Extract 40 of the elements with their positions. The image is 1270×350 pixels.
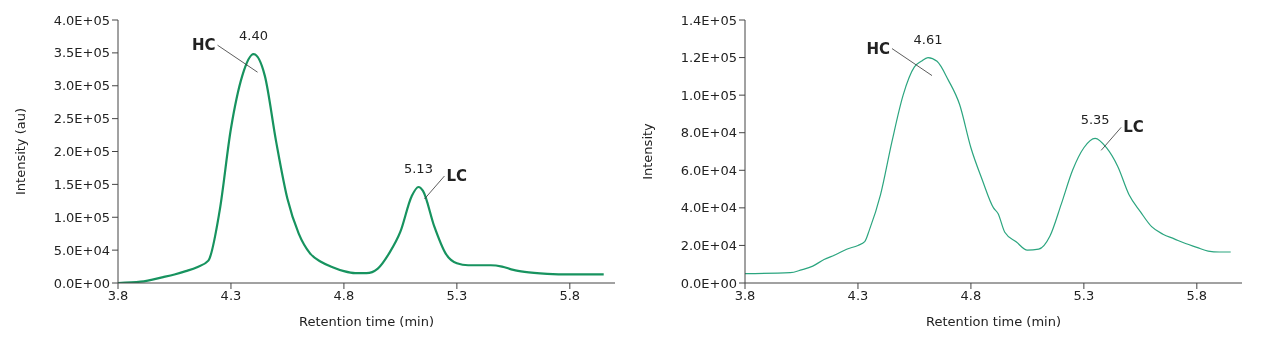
annotation: 4.40 bbox=[239, 28, 269, 44]
x-tick-label: 4.8 bbox=[333, 288, 355, 304]
annotation: HC bbox=[191, 36, 216, 55]
y-tick-label: 8.0E+04 bbox=[680, 125, 737, 141]
x-tick-label: 5.3 bbox=[1073, 288, 1095, 304]
x-axis-title: Retention time (min) bbox=[926, 314, 1061, 329]
y-tick-label: 4.0E+05 bbox=[53, 12, 110, 28]
y-tick-label: 6.0E+04 bbox=[680, 162, 737, 178]
y-tick-label: 3.5E+05 bbox=[53, 45, 110, 61]
y-tick-label: 0.0E+00 bbox=[680, 275, 737, 291]
y-tick-label: 3.0E+05 bbox=[53, 78, 110, 94]
y-tick-label: 1.4E+05 bbox=[680, 12, 737, 28]
x-tick-label: 3.8 bbox=[734, 288, 756, 304]
y-tick-label: 5.0E+04 bbox=[53, 242, 110, 258]
y-tick-label: 2.0E+04 bbox=[680, 238, 737, 254]
y-tick-label: 1.2E+05 bbox=[680, 50, 737, 66]
x-tick-label: 5.8 bbox=[559, 288, 581, 304]
line-series bbox=[745, 56, 1232, 275]
y-axis-title: Intensity (au) bbox=[12, 107, 28, 196]
y-axis-title: Intensity bbox=[639, 122, 655, 180]
x-tick-label: 4.3 bbox=[220, 288, 242, 304]
y-tick-label: 1.5E+05 bbox=[53, 176, 110, 192]
annotation: 4.61 bbox=[913, 31, 943, 47]
annotation: 5.13 bbox=[403, 161, 433, 177]
y-tick-label: 2.0E+05 bbox=[53, 144, 110, 160]
x-tick-label: 5.8 bbox=[1186, 288, 1208, 304]
y-tick-label: 4.0E+04 bbox=[680, 200, 737, 216]
x-tick-label: 3.8 bbox=[107, 288, 129, 304]
annotation: HC bbox=[866, 39, 890, 58]
annotation: LC bbox=[446, 167, 468, 186]
x-tick-label: 4.8 bbox=[960, 288, 982, 304]
x-tick-label: 4.3 bbox=[847, 288, 869, 304]
y-tick-label: 0.0E+00 bbox=[53, 275, 110, 291]
y-tick-label: 1.0E+05 bbox=[680, 87, 737, 103]
y-tick-label: 1.0E+05 bbox=[53, 209, 110, 225]
annotation: LC bbox=[1123, 118, 1144, 137]
x-tick-label: 5.3 bbox=[446, 288, 468, 304]
x-axis-title: Retention time (min) bbox=[299, 314, 434, 329]
annotation: 5.35 bbox=[1080, 112, 1110, 128]
y-tick-label: 2.5E+05 bbox=[53, 111, 110, 127]
